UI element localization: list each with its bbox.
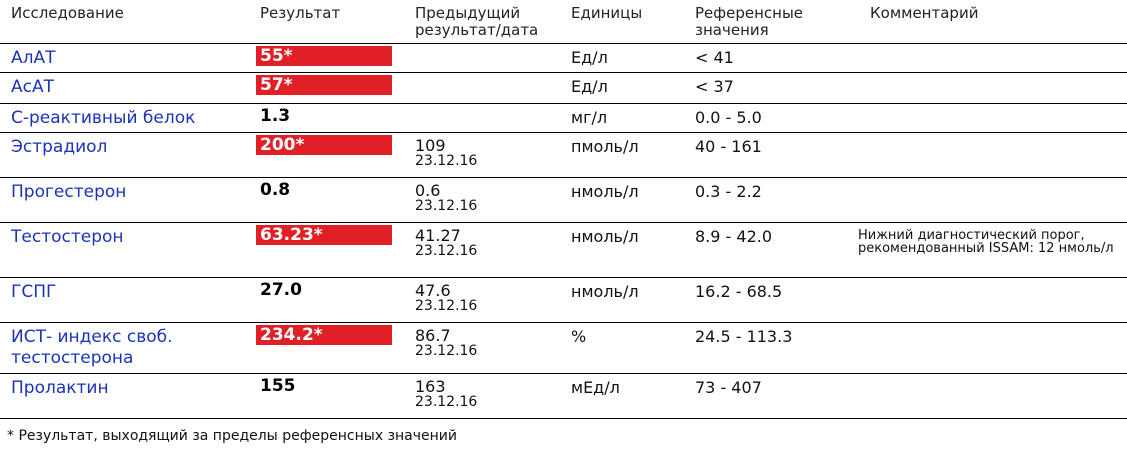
units: мЕд/л: [571, 378, 620, 397]
reference-range: < 37: [695, 77, 734, 96]
previous-date: 23.12.16: [415, 394, 478, 410]
study-name: Тестостерон: [11, 227, 124, 247]
header-comment: Комментарий: [870, 4, 979, 22]
table-row: Пролактин 155 163 23.12.16 мЕд/л 73 - 40…: [0, 374, 1127, 419]
result-value: 1.3: [260, 106, 291, 126]
result-value: 27.0: [260, 280, 302, 300]
previous-value: 0.6: [415, 181, 441, 200]
previous-result: 0.6 23.12.16: [415, 181, 478, 214]
previous-value: 41.27: [415, 226, 461, 245]
study-name: ГСПГ: [11, 282, 57, 302]
result-value: 155: [260, 376, 296, 396]
study-name: АлАТ: [11, 48, 56, 68]
table-row: Прогестерон 0.8 0.6 23.12.16 нмоль/л 0.3…: [0, 178, 1127, 223]
table-row: АлАТ 55* Ед/л < 41: [0, 44, 1127, 73]
result-value: 200*: [256, 135, 392, 155]
header-result: Результат: [260, 4, 341, 22]
study-name: АсАТ: [11, 77, 54, 97]
table-row: Тестостерон 63.23* 41.27 23.12.16 нмоль/…: [0, 223, 1127, 278]
table-row: Эстрадиол 200* 109 23.12.16 пмоль/л 40 -…: [0, 133, 1127, 178]
header-previous: Предыдущий результат/дата: [415, 5, 538, 39]
reference-range: 8.9 - 42.0: [695, 227, 773, 246]
units: мг/л: [571, 108, 608, 127]
result-value: 57*: [256, 75, 392, 95]
units: %: [571, 327, 587, 346]
table-row: ИСТ- индекс своб. тестостерона 234.2* 86…: [0, 323, 1127, 374]
header-reference-line2: значения: [695, 21, 769, 39]
reference-range: 40 - 161: [695, 137, 762, 156]
study-name: ИСТ- индекс своб. тестостерона: [11, 327, 173, 368]
reference-range: 24.5 - 113.3: [695, 327, 793, 346]
study-name: С-реактивный белок: [11, 108, 196, 128]
previous-date: 23.12.16: [415, 243, 478, 259]
reference-range: 16.2 - 68.5: [695, 282, 783, 301]
table-row: ГСПГ 27.0 47.6 23.12.16 нмоль/л 16.2 - 6…: [0, 278, 1127, 323]
reference-range: < 41: [695, 48, 734, 67]
units: нмоль/л: [571, 182, 639, 201]
study-name: Пролактин: [11, 378, 109, 398]
units: Ед/л: [571, 77, 608, 96]
header-reference: Референсные значения: [695, 5, 803, 39]
result-value: 234.2*: [256, 325, 392, 345]
study-name: Прогестерон: [11, 182, 127, 202]
units: нмоль/л: [571, 227, 639, 246]
previous-date: 23.12.16: [415, 343, 478, 359]
header-previous-line1: Предыдущий: [415, 4, 521, 22]
study-name: Эстрадиол: [11, 137, 108, 157]
header-previous-line2: результат/дата: [415, 21, 539, 39]
previous-value: 163: [415, 377, 446, 396]
header-study: Исследование: [11, 4, 124, 22]
table-header: Исследование Результат Предыдущий резуль…: [0, 0, 1127, 44]
previous-value: 86.7: [415, 326, 451, 345]
previous-value: 109: [415, 136, 446, 155]
previous-result: 41.27 23.12.16: [415, 226, 478, 259]
previous-date: 23.12.16: [415, 153, 478, 169]
reference-range: 0.0 - 5.0: [695, 108, 762, 127]
previous-result: 163 23.12.16: [415, 377, 478, 410]
reference-range: 0.3 - 2.2: [695, 182, 762, 201]
previous-result: 86.7 23.12.16: [415, 326, 478, 359]
comment: Нижний диагностический порог, рекомендов…: [858, 228, 1114, 256]
units: пмоль/л: [571, 137, 639, 156]
table-row: АсАТ 57* Ед/л < 37: [0, 73, 1127, 104]
header-units: Единицы: [571, 4, 643, 22]
units: Ед/л: [571, 48, 608, 67]
previous-date: 23.12.16: [415, 198, 478, 214]
previous-result: 47.6 23.12.16: [415, 281, 478, 314]
units: нмоль/л: [571, 282, 639, 301]
previous-date: 23.12.16: [415, 298, 478, 314]
result-value: 55*: [256, 46, 392, 66]
result-value: 0.8: [260, 180, 291, 200]
footnote: * Результат, выходящий за пределы рефере…: [7, 428, 457, 444]
previous-result: 109 23.12.16: [415, 136, 478, 169]
reference-range: 73 - 407: [695, 378, 762, 397]
result-value: 63.23*: [256, 225, 392, 245]
previous-value: 47.6: [415, 281, 451, 300]
table-row: С-реактивный белок 1.3 мг/л 0.0 - 5.0: [0, 104, 1127, 133]
header-reference-line1: Референсные: [695, 4, 804, 22]
